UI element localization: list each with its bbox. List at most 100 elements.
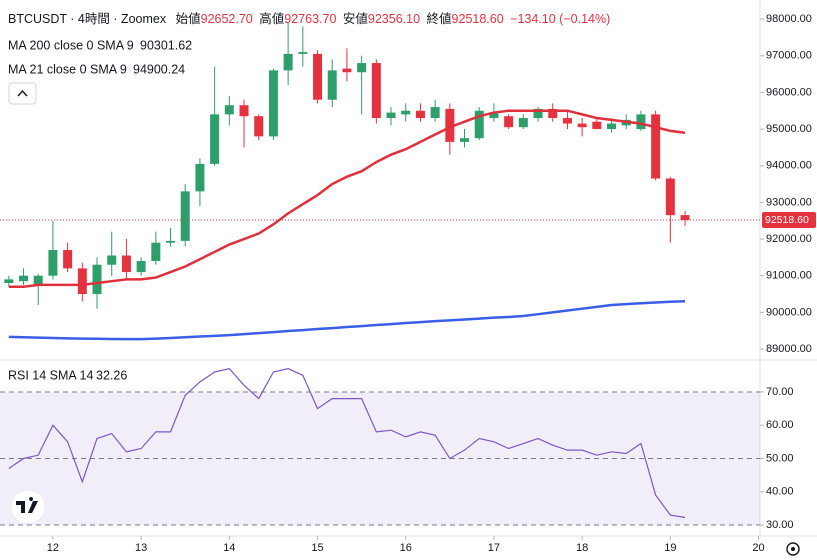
y-tick-label: 90000.00 [766,306,812,318]
y-tick-label: 50.00 [766,452,794,464]
candle-body [283,53,293,71]
y-tick-label: 60.00 [766,419,794,431]
candle-body [342,68,352,73]
y-tick-label: 30.00 [766,519,794,531]
logo-mark [16,497,38,513]
y-tick-label: 70.00 [766,386,794,398]
ohlc-label: 安値 [343,11,368,26]
y-tick-label: 92000.00 [766,233,812,245]
candle-body [401,110,411,115]
candle-body [63,250,73,269]
ohlc-value: 92356.10 [368,12,420,26]
chevron-icon[interactable] [17,89,28,97]
x-tick-label: 15 [311,542,323,554]
candle-body [224,105,234,115]
candle-body [254,116,264,137]
candle-body [4,279,14,284]
x-tick-label: 14 [223,542,235,554]
y-tick-label: 40.00 [766,486,794,498]
legend-value: 90301.62 [140,38,192,52]
candle-body [607,123,617,130]
candle-body [77,268,87,295]
y-tick-label: 93000.00 [766,196,812,208]
series-line [8,109,686,288]
candle-body [386,112,396,119]
y-tick-label: 89000.00 [766,343,812,355]
candle-body [210,114,220,164]
candle-body [371,63,381,119]
candle-body [415,110,425,119]
price-tag [762,212,816,229]
gear-center[interactable] [791,547,795,551]
ohlc-label: 高値 [259,11,284,26]
candle-body [19,275,29,282]
gear-icon[interactable] [786,542,800,556]
candle-body [460,138,470,142]
candle-body [533,108,543,119]
x-tick-label: 20 [752,542,764,554]
y-tick-label: 98000.00 [766,13,812,25]
x-tick-label: 17 [488,542,500,554]
series-line [8,367,686,519]
candle-body [518,118,528,128]
candle-body [107,255,117,265]
ohlc-value: 92652.70 [201,12,253,26]
marks: 98000.00 97000.00 96000.00 95000.00 94000.00… [0,13,816,554]
price-tag-label: 92518.60 [765,214,809,226]
y-tick-label: 91000.00 [766,270,812,282]
candle-body [577,123,587,128]
change: −134.10 (−0.14%) [510,12,610,26]
candle-body [592,121,602,130]
ohlc-value: 92518.60 [452,12,504,26]
candle-body [445,108,455,142]
settings-button[interactable] [786,542,800,556]
x-tick-label: 18 [576,542,588,554]
candle-body [357,63,367,73]
legend-value: 32.26 [96,368,127,382]
candle-body [268,70,278,137]
candle-body [313,53,323,100]
legend-name: MA 200 close 0 SMA 9 [8,38,134,52]
legend-value: 94900.24 [133,62,185,76]
candle-body [136,261,146,273]
series-line [8,300,686,341]
candle-body [680,215,690,221]
candle-body [239,105,249,117]
candle-body [651,114,661,179]
header: BTCUSDT · 4時間 · Zoomex 始値92652.70 高値9276… [8,11,610,26]
candle-body [562,118,572,124]
ohlc-label: 終値 [427,11,452,26]
tv-logo [10,489,46,525]
x-tick-label: 13 [135,542,147,554]
candle-body [665,178,675,216]
candle-body [195,163,205,192]
logo-bg [10,489,46,525]
candle-body [92,264,102,295]
candle-body [489,112,499,119]
ohlc-value: 92763.70 [284,12,336,26]
candle-body [298,52,308,54]
candle-body [474,110,484,139]
collapse-button[interactable] [8,82,37,105]
x-tick-label: 16 [400,542,412,554]
candle-body [166,240,176,243]
legend-name: RSI 14 SMA 14 [8,368,94,382]
y-tick-label: 95000.00 [766,123,812,135]
candle-body [48,250,58,276]
symbol: BTCUSDT · 4時間 · Zoomex [8,12,167,26]
candle-body [548,108,558,119]
y-tick-label: 97000.00 [766,50,812,62]
candle-body [504,116,514,128]
candle-body [180,191,190,241]
x-tick-label: 19 [664,542,676,554]
y-tick-label: 94000.00 [766,160,812,172]
candle-body [430,107,440,119]
candle-body [33,275,43,285]
ohlc-label: 始値 [176,11,201,26]
candle-body [636,114,646,130]
legend-name: MA 21 close 0 SMA 9 [8,62,127,76]
candle-body [121,255,131,273]
button-frame[interactable] [8,82,37,105]
y-tick-label: 96000.00 [766,86,812,98]
